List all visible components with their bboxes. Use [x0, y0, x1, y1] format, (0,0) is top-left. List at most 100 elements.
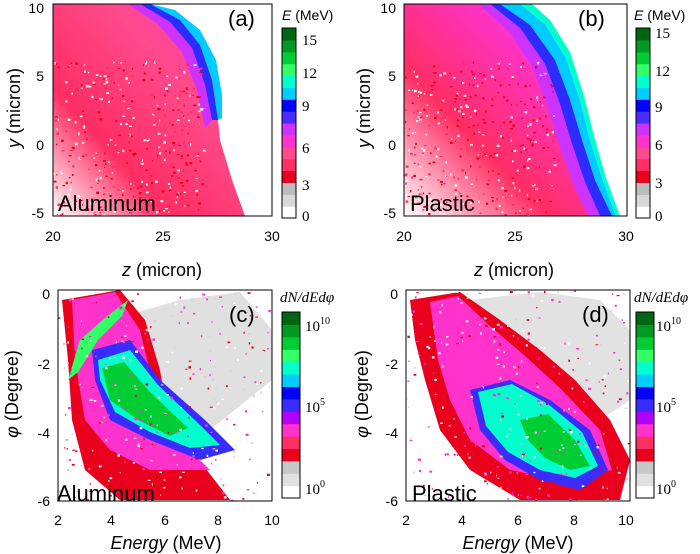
panel-b-speckle-dot [442, 99, 445, 102]
panel-a-colorbar-swatch-13 [282, 51, 296, 65]
panel-a-speckle-dot [129, 125, 132, 127]
panel-d-speckle-dot [512, 335, 515, 337]
panel-b-speckle-dot [551, 85, 554, 88]
panel-a-speckle-dot [116, 166, 119, 168]
panel-b-speckle-dot [413, 162, 416, 164]
panel-c-speckle-dot [179, 476, 182, 479]
panel-b-speckle-dot [467, 100, 470, 102]
panel-a-speckle-dot [107, 75, 110, 77]
panel-d-ytick-2: -4 [386, 425, 399, 441]
panel-a-speckle-dot [189, 162, 193, 165]
panel-a-speckle-dot [67, 61, 70, 64]
panel-d-speckle-dot [614, 477, 616, 480]
panel-a-speckle-dot [198, 103, 200, 106]
panel-c-heatmap [58, 290, 272, 501]
panel-d-speckle-dot [468, 456, 471, 459]
panel-b-speckle-dot [406, 179, 409, 182]
panel-a-speckle-dot [68, 155, 72, 157]
panel-d-speckle-dot [507, 433, 509, 435]
panel-b-speckle-dot [472, 61, 474, 64]
panel-c-speckle-dot [226, 385, 228, 388]
panel-c-colorbar-swatch-14 [282, 312, 300, 325]
panel-c-speckle-dot [149, 415, 152, 418]
panel-a-speckle-dot [178, 101, 180, 103]
panel-d-speckle-dot [496, 323, 500, 326]
panel-c-speckle-dot [164, 412, 167, 414]
panel-d-speckle-dot [470, 439, 474, 442]
panel-d-speckle-dot [602, 486, 604, 489]
panel-d-colorbar-swatch-2 [636, 460, 654, 474]
panel-a-speckle-dot [57, 204, 59, 206]
panel-c-speckle-dot [209, 406, 213, 408]
panel-d-speckle-dot [604, 392, 606, 395]
panel-c-speckle-dot [63, 367, 66, 370]
panel-a-colorbar: E (MeV) 15 12 9 6 3 0 [281, 7, 333, 225]
panel-c-speckle-dot [191, 458, 193, 461]
panel-c-xtick-0: 2 [54, 512, 62, 528]
panel-b-speckle-dot [445, 90, 447, 93]
panel-d-speckle-dot [614, 304, 617, 307]
panel-c-speckle-dot [226, 417, 228, 421]
panel-c-speckle-dot [233, 423, 236, 426]
panel-b-speckle-dot [515, 192, 517, 195]
panel-b-speckle-dot [535, 188, 539, 190]
panel-d-speckle-dot [535, 358, 539, 360]
panel-c-speckle-dot [220, 478, 223, 480]
panel-c-speckle-dot [85, 480, 87, 482]
panel-a-speckle-dot [165, 150, 167, 152]
panel-d-speckle-dot [430, 326, 433, 329]
panel-d-colorbar-swatch-0 [636, 485, 654, 499]
panel-d-speckle-dot [456, 291, 459, 294]
panel-d-speckle-dot [413, 367, 417, 369]
panel-b-speckle-dot [413, 174, 416, 177]
panel-b-speckle-dot [450, 173, 452, 176]
panel-b-speckle-dot [423, 205, 426, 208]
panel-c-speckle-dot [128, 374, 132, 376]
panel-c-speckle-dot [256, 481, 258, 484]
panel-a-speckle-dot [113, 61, 115, 64]
panel-b-speckle-dot [421, 154, 425, 156]
panel-a-speckle-dot [185, 161, 188, 164]
panel-a-speckle-dot [54, 116, 58, 118]
panel-d-speckle-dot [540, 447, 543, 450]
panel-c-speckle-dot [149, 460, 153, 462]
panel-a-speckle [53, 60, 206, 216]
panel-c-speckle-dot [161, 456, 164, 459]
panel-a-speckle-dot [56, 128, 58, 131]
panel-a-speckle-dot [134, 152, 137, 155]
panel-d-green-core [520, 414, 590, 470]
panel-b-speckle-dot [498, 91, 500, 93]
panel-c-speckle-dot [143, 437, 145, 441]
panel-d-speckle-dot [600, 344, 603, 346]
panel-d-speckle-dot [429, 470, 433, 473]
panel-a-speckle-dot [65, 181, 68, 185]
panel-b-speckle-dot [470, 113, 474, 115]
panel-b-band-blue [490, 4, 612, 216]
panel-a-speckle-dot [122, 95, 125, 97]
panel-a-speckle-dot [174, 94, 177, 97]
panel-c-colorbar-swatch-10 [282, 361, 300, 375]
panel-a-speckle-dot [117, 134, 121, 136]
panel-b-band-cyan [500, 4, 616, 216]
panel-a-speckle-dot [167, 183, 171, 185]
panel-c-colorbar-swatch-1 [282, 473, 300, 487]
panel-d-speckle-dot [559, 449, 561, 451]
panel-c-speckle-dot [66, 459, 69, 462]
panel-d-speckle-dot [543, 347, 546, 349]
panel-b-speckle-dot [460, 106, 463, 109]
panel-d-speckle-dot [485, 324, 488, 327]
panel-a-speckle-dot [150, 93, 154, 96]
panel-c-speckle-dot [245, 481, 249, 485]
panel-d-speckle-dot [531, 318, 533, 322]
panel-d-speckle-dot [499, 417, 502, 419]
panel-a-speckle-dot [53, 99, 56, 101]
panel-d-speckle-dot [568, 407, 570, 410]
panel-b-speckle-dot [548, 164, 551, 166]
panel-d-speckle-dot [479, 323, 481, 326]
panel-d-speckle-dot [537, 399, 540, 402]
panel-d-speckle-dot [574, 443, 576, 446]
panel-a-speckle-dot [145, 191, 149, 194]
panel-d-speckle-dot [535, 498, 538, 501]
panel-b-speckle-dot [496, 198, 499, 201]
panel-c-colorbar-title: dN/dEdφ [280, 290, 334, 306]
